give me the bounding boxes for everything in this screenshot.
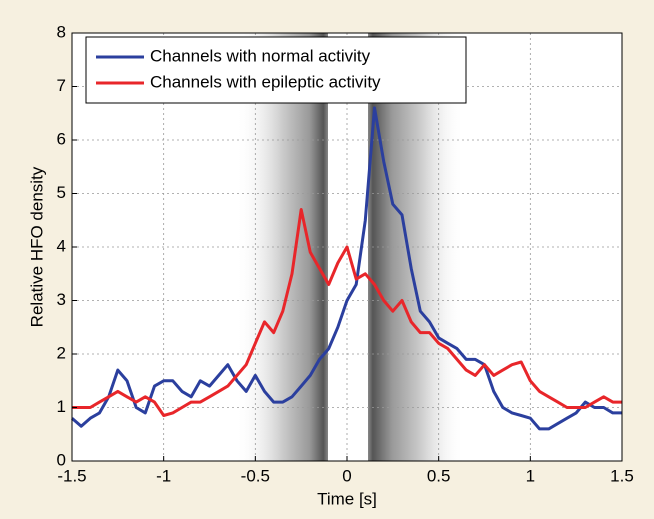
y-tick-label: 6 bbox=[57, 129, 66, 148]
y-tick-label: 5 bbox=[57, 183, 66, 202]
x-tick-label: 1.5 bbox=[610, 466, 634, 485]
y-axis-label: Relative HFO density bbox=[27, 166, 46, 327]
y-tick-label: 0 bbox=[57, 450, 66, 469]
y-tick-label: 3 bbox=[57, 290, 66, 309]
lines bbox=[71, 106, 622, 431]
x-tick-label: 0 bbox=[342, 466, 351, 485]
legend-box bbox=[85, 36, 467, 104]
y-tick-label: 7 bbox=[57, 76, 66, 95]
series-line bbox=[71, 106, 622, 431]
x-tick-label: -1.5 bbox=[57, 466, 86, 485]
x-tick-label: -1 bbox=[156, 466, 171, 485]
legend-label: Channels with epileptic activity bbox=[150, 72, 381, 91]
legend-label: Channels with normal activity bbox=[150, 46, 371, 65]
x-axis-label: Time [s] bbox=[317, 489, 377, 508]
x-tick-label: 1 bbox=[526, 466, 535, 485]
y-tick-label: 4 bbox=[57, 236, 66, 255]
y-tick-label: 1 bbox=[57, 397, 66, 416]
legend: Channels with normal activity Channels wi… bbox=[85, 36, 467, 104]
y-tick-label: 2 bbox=[57, 343, 66, 362]
y-tick-label: 8 bbox=[57, 22, 66, 41]
ticks: 0 1 2 3 4 5 6 7 8 -1.5 -1 -0.5 0 0.5 1 1.5 bbox=[57, 22, 634, 485]
x-tick-label: 0.5 bbox=[427, 466, 451, 485]
x-tick-label: -0.5 bbox=[241, 466, 270, 485]
series-line bbox=[72, 208, 622, 417]
